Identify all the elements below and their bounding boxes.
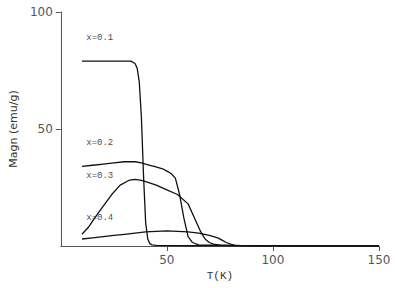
svg-text:50: 50	[159, 253, 174, 267]
svg-text:x=0.4: x=0.4	[86, 213, 113, 223]
svg-text:150: 150	[368, 253, 391, 267]
svg-text:T(K): T(K)	[207, 270, 233, 282]
svg-text:100: 100	[30, 5, 53, 19]
svg-text:x=0.3: x=0.3	[86, 171, 113, 181]
svg-text:Magn (emu/g): Magn (emu/g)	[7, 90, 20, 167]
svg-text:x=0.2: x=0.2	[86, 138, 113, 148]
svg-text:x=0.1: x=0.1	[86, 33, 113, 43]
svg-text:100: 100	[261, 253, 284, 267]
svg-text:50: 50	[38, 122, 53, 136]
